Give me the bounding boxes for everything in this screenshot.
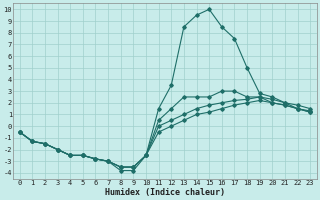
X-axis label: Humidex (Indice chaleur): Humidex (Indice chaleur) xyxy=(105,188,225,197)
